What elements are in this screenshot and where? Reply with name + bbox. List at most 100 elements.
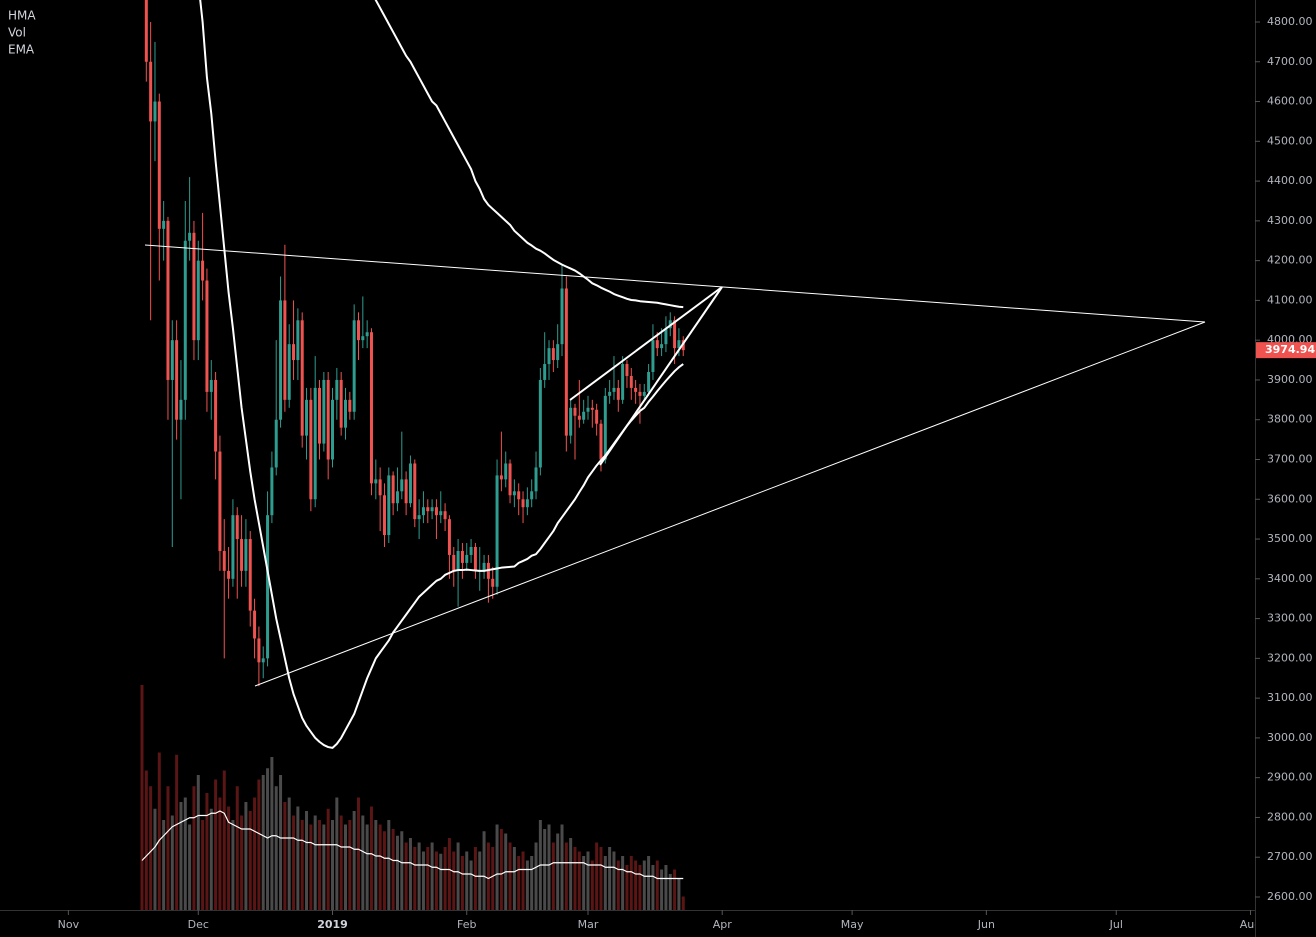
y-tick-label: 3600.00 (1267, 492, 1313, 505)
volume-bar (517, 856, 521, 910)
candle-body (365, 332, 369, 337)
volume-bar (227, 806, 231, 910)
candle-body (348, 399, 352, 412)
candle-body (244, 539, 248, 571)
y-tick-label: 2900.00 (1267, 771, 1313, 784)
x-tick-label: Jul (1109, 918, 1123, 931)
candle-body (335, 379, 339, 400)
volume-bar (439, 853, 443, 910)
volume-bar (447, 838, 451, 910)
candle-body (413, 463, 417, 520)
candle-body (162, 220, 166, 229)
volume-bar (369, 806, 373, 910)
candle-body (257, 638, 261, 663)
candle-body (491, 578, 495, 587)
volume-bar (560, 824, 564, 910)
volume-bar (170, 815, 174, 910)
volume-bar (188, 824, 192, 910)
volume-bar (426, 847, 430, 910)
candle-body (192, 232, 196, 341)
hma-line (374, 0, 684, 309)
candle-body (313, 387, 317, 500)
volume-bar (404, 842, 408, 910)
volume-bar (551, 842, 555, 910)
candle-body (231, 515, 235, 579)
candle-body (201, 260, 205, 281)
candle-body (551, 348, 555, 361)
x-tick-label: Jun (977, 918, 995, 931)
volume-bar (599, 847, 603, 910)
candle-body (577, 415, 581, 420)
volume-bar (499, 829, 503, 910)
candle-body (253, 610, 257, 639)
x-tick-label: Aug (1240, 918, 1261, 931)
y-tick-label: 4200.00 (1267, 254, 1313, 267)
y-tick-label: 3000.00 (1267, 731, 1313, 744)
candle-body (651, 340, 655, 372)
volume-bar (300, 820, 304, 910)
candle-body (608, 391, 612, 396)
candle-body (322, 379, 326, 444)
volume-bar (590, 860, 594, 910)
volume-bar (322, 824, 326, 910)
y-tick-label: 2800.00 (1267, 810, 1313, 823)
volume-bar (283, 802, 287, 910)
volume-bar (673, 869, 677, 910)
y-tick-label: 4700.00 (1267, 55, 1313, 68)
volume-ema-line (141, 810, 684, 880)
trend-line (254, 321, 1206, 687)
candle-body (356, 320, 360, 341)
volume-bar (421, 851, 425, 910)
volume-bar (482, 831, 486, 910)
candle-body (512, 491, 516, 496)
candle-body (175, 340, 179, 420)
candle-body (595, 409, 599, 424)
y-tick-label: 3100.00 (1267, 691, 1313, 704)
y-tick-label: 3900.00 (1267, 373, 1313, 386)
candle-body (279, 300, 283, 420)
candle-body (603, 395, 607, 460)
candle-body (361, 336, 365, 341)
candle-body (296, 320, 300, 361)
volume-bar (240, 815, 244, 910)
candle-body (439, 511, 443, 516)
candle-body (434, 507, 438, 516)
volume-bar (456, 842, 460, 910)
volume-bar (331, 820, 335, 910)
candle-body (235, 515, 239, 540)
candle-body (387, 475, 391, 536)
candle-body (157, 101, 161, 229)
y-tick-label: 4800.00 (1267, 15, 1313, 28)
volume-bar (391, 829, 395, 910)
volume-bar (573, 847, 577, 910)
x-tick-label: Mar (578, 918, 599, 931)
candle-body (430, 507, 434, 512)
volume-bar (279, 775, 283, 910)
y-tick-label: 2700.00 (1267, 850, 1313, 863)
volume-bar (473, 847, 477, 910)
x-tick-label: Dec (188, 918, 209, 931)
candle-body (525, 499, 529, 508)
volume-bar (382, 831, 386, 910)
volume-bar (205, 793, 209, 910)
candle-body (378, 479, 382, 496)
volume-bar (586, 851, 590, 910)
volume-bar (266, 768, 270, 910)
volume-bar (231, 820, 235, 910)
candle-body (569, 407, 573, 436)
volume-bar (582, 856, 586, 910)
volume-bar (214, 779, 218, 910)
candle-body (677, 340, 681, 349)
volume-bar (629, 856, 633, 910)
volume-bar (677, 878, 681, 910)
candle-body (339, 379, 343, 428)
candle-body (331, 399, 335, 460)
trend-line (144, 244, 1206, 323)
candle-body (270, 467, 274, 516)
candle-body (517, 491, 521, 500)
volume-bar (651, 865, 655, 910)
legend: HMA Vol EMA (8, 9, 36, 57)
volume-bar (681, 896, 685, 910)
candle-body (209, 379, 213, 392)
candle-body (504, 463, 508, 480)
